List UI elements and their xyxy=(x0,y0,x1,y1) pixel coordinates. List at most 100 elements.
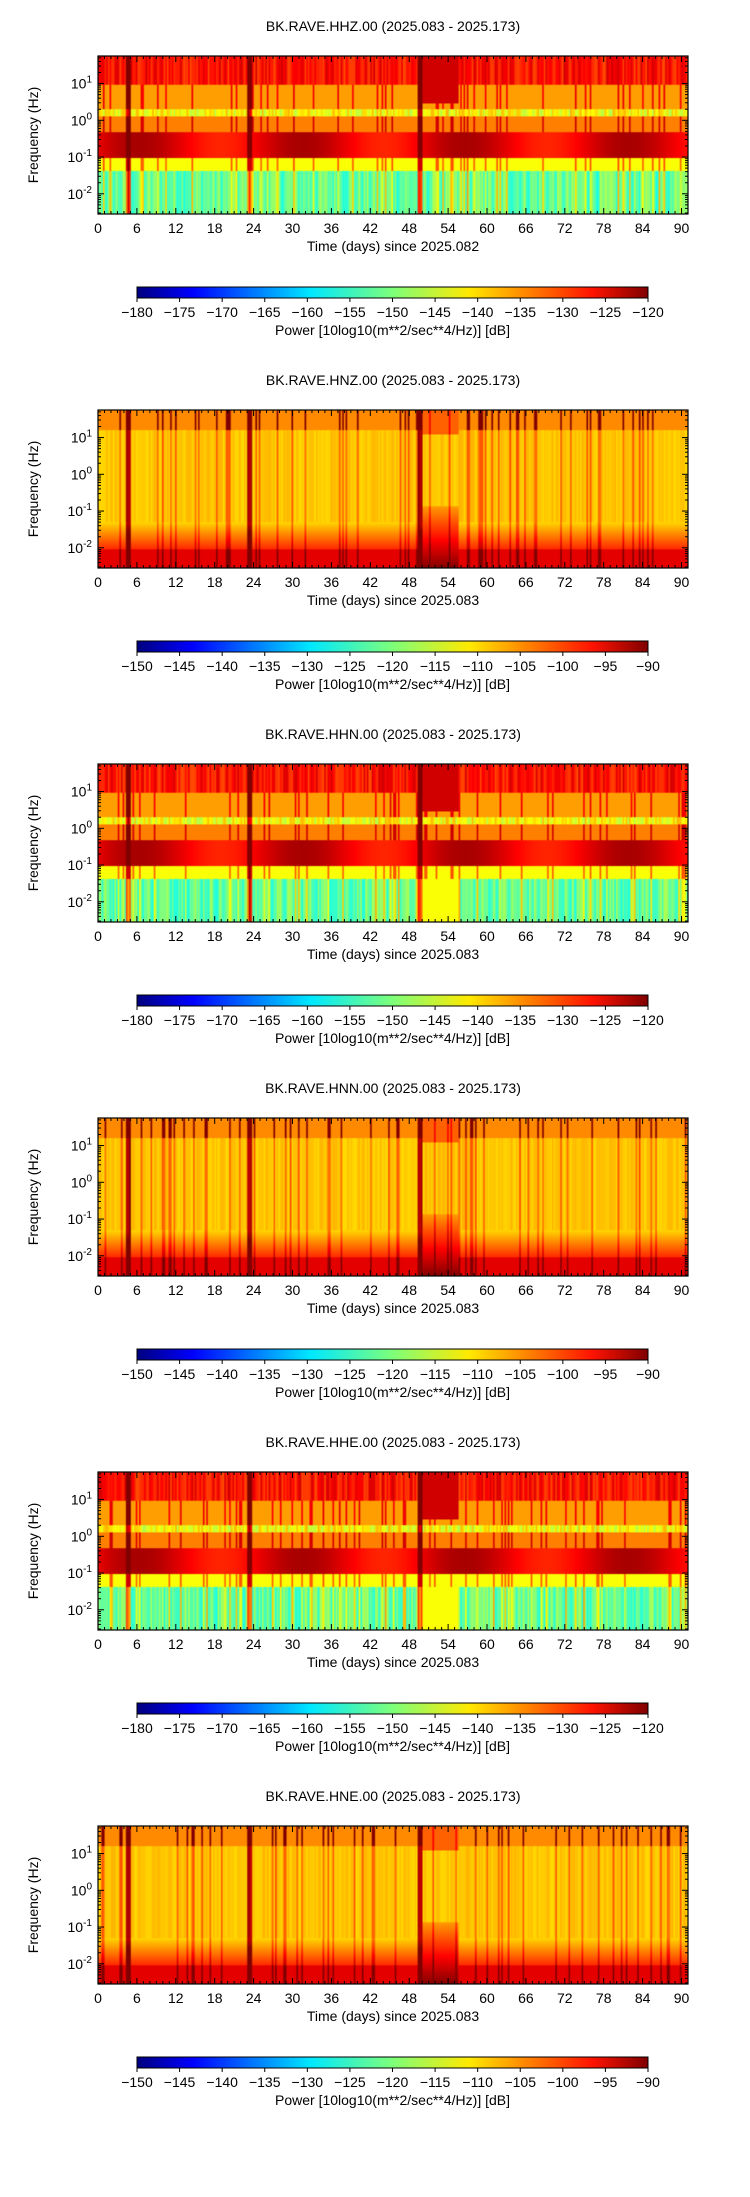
colorbar-tick-label: −180 xyxy=(121,1720,153,1736)
colorbar-tick-label: −145 xyxy=(164,658,196,674)
x-tick-label: 6 xyxy=(133,220,141,236)
x-tick-label: 66 xyxy=(518,220,534,236)
y-axis-label: Frequency (Hz) xyxy=(25,87,41,183)
x-axis-label: Time (days) since 2025.083 xyxy=(307,1300,479,1316)
colorbar-label: Power [10log10(m**2/sec**4/Hz)] [dB] xyxy=(275,2092,510,2108)
y-tick-label: 10-1 xyxy=(68,148,93,165)
spectrogram-panel: BK.RAVE.HNE.00 (2025.083 - 2025.173) 0 6 12… xyxy=(25,1788,690,2108)
colorbar-tick-label: −135 xyxy=(504,1012,536,1028)
y-axis-label: Frequency (Hz) xyxy=(25,1149,41,1245)
x-tick-label: 90 xyxy=(674,928,690,944)
x-tick-label: 30 xyxy=(285,928,301,944)
heatmap-image xyxy=(98,1472,688,1630)
y-tick-label: 10-1 xyxy=(68,856,93,873)
x-tick-label: 6 xyxy=(133,1990,141,2006)
colorbar-label: Power [10log10(m**2/sec**4/Hz)] [dB] xyxy=(275,322,510,338)
x-tick-label: 60 xyxy=(479,1636,495,1652)
y-tick-label: 10-1 xyxy=(68,1564,93,1581)
heatmap-image xyxy=(98,1826,688,1984)
spectrogram-panel: BK.RAVE.HNZ.00 (2025.083 - 2025.173) 0 6 12… xyxy=(25,372,690,692)
x-tick-label: 42 xyxy=(363,574,379,590)
colorbar-tick-label: −120 xyxy=(377,1366,409,1382)
x-tick-label: 48 xyxy=(401,1636,417,1652)
x-tick-label: 6 xyxy=(133,574,141,590)
x-tick-label: 12 xyxy=(168,1282,184,1298)
x-axis-label: Time (days) since 2025.083 xyxy=(307,1654,479,1670)
colorbar-tick-label: −150 xyxy=(377,1012,409,1028)
x-tick-label: 90 xyxy=(674,220,690,236)
y-tick-label: 101 xyxy=(71,783,93,800)
x-tick-label: 60 xyxy=(479,1282,495,1298)
colorbar-tick-label: −155 xyxy=(334,1012,366,1028)
x-tick-label: 84 xyxy=(635,1282,651,1298)
x-tick-label: 6 xyxy=(133,1636,141,1652)
x-tick-label: 18 xyxy=(207,1636,223,1652)
x-tick-label: 30 xyxy=(285,1990,301,2006)
y-tick-label: 10-2 xyxy=(68,1601,93,1618)
x-tick-label: 54 xyxy=(440,574,456,590)
chart-title: BK.RAVE.HHZ.00 (2025.083 - 2025.173) xyxy=(266,18,520,34)
y-tick-label: 101 xyxy=(71,1137,93,1154)
colorbar-tick-label: −95 xyxy=(594,2074,618,2090)
colorbar-tick-label: −150 xyxy=(377,1720,409,1736)
colorbar-tick-label: −135 xyxy=(249,2074,281,2090)
colorbar-tick-label: −95 xyxy=(594,658,618,674)
colorbar-tick-label: −120 xyxy=(632,1012,664,1028)
x-tick-label: 90 xyxy=(674,1636,690,1652)
colorbar-tick-label: −175 xyxy=(164,1720,196,1736)
colorbar-tick-label: −150 xyxy=(121,2074,153,2090)
x-tick-label: 84 xyxy=(635,574,651,590)
heatmap-image xyxy=(98,764,688,922)
colorbar-tick-label: −115 xyxy=(420,2074,451,2090)
colorbar-tick-label: −110 xyxy=(462,2074,493,2090)
x-tick-label: 72 xyxy=(557,1282,573,1298)
y-tick-label: 100 xyxy=(71,1173,93,1190)
x-tick-label: 84 xyxy=(635,928,651,944)
heatmap-image xyxy=(98,56,688,214)
x-tick-label: 30 xyxy=(285,1636,301,1652)
colorbar-tick-label: −140 xyxy=(206,658,238,674)
x-tick-label: 30 xyxy=(285,220,301,236)
x-tick-label: 12 xyxy=(168,574,184,590)
y-tick-label: 10-2 xyxy=(68,539,93,556)
x-tick-label: 30 xyxy=(285,574,301,590)
colorbar-tick-label: −175 xyxy=(164,1012,196,1028)
x-axis-label: Time (days) since 2025.083 xyxy=(307,2008,479,2024)
x-tick-label: 90 xyxy=(674,574,690,590)
colorbar-tick-label: −120 xyxy=(632,1720,664,1736)
x-tick-label: 0 xyxy=(94,1990,102,2006)
x-tick-label: 72 xyxy=(557,928,573,944)
y-tick-label: 100 xyxy=(71,465,93,482)
x-tick-label: 66 xyxy=(518,928,534,944)
colorbar-tick-label: −145 xyxy=(419,1012,451,1028)
x-tick-label: 84 xyxy=(635,1636,651,1652)
colorbar-tick-label: −130 xyxy=(292,2074,324,2090)
colorbar-tick-label: −145 xyxy=(419,304,451,320)
x-tick-label: 66 xyxy=(518,1636,534,1652)
colorbar-tick-label: −130 xyxy=(292,658,324,674)
x-axis-label: Time (days) since 2025.083 xyxy=(307,946,479,962)
colorbar-tick-label: −150 xyxy=(121,658,153,674)
colorbar-tick-label: −125 xyxy=(590,1012,622,1028)
colorbar xyxy=(136,286,649,299)
x-tick-label: 12 xyxy=(168,1636,184,1652)
colorbar-tick-label: −105 xyxy=(504,2074,536,2090)
y-axis-label: Frequency (Hz) xyxy=(25,795,41,891)
colorbar-tick-label: −140 xyxy=(462,1012,494,1028)
colorbar-tick-label: −125 xyxy=(334,2074,366,2090)
x-tick-label: 42 xyxy=(363,220,379,236)
colorbar-label: Power [10log10(m**2/sec**4/Hz)] [dB] xyxy=(275,1030,510,1046)
colorbar-tick-label: −155 xyxy=(334,1720,366,1736)
x-tick-label: 72 xyxy=(557,574,573,590)
colorbar-tick-label: −120 xyxy=(377,658,409,674)
spectrogram-panel: BK.RAVE.HHE.00 (2025.083 - 2025.173) 0 6 12… xyxy=(25,1434,690,1754)
x-tick-label: 42 xyxy=(363,1990,379,2006)
x-tick-label: 66 xyxy=(518,574,534,590)
x-tick-label: 78 xyxy=(596,574,612,590)
x-tick-label: 72 xyxy=(557,220,573,236)
colorbar-tick-label: −90 xyxy=(636,658,660,674)
x-tick-label: 36 xyxy=(324,1282,340,1298)
x-tick-label: 24 xyxy=(246,1636,262,1652)
x-tick-label: 6 xyxy=(133,1282,141,1298)
spectrogram-panel: BK.RAVE.HHZ.00 (2025.083 - 2025.173) 0 6 12… xyxy=(25,18,690,338)
